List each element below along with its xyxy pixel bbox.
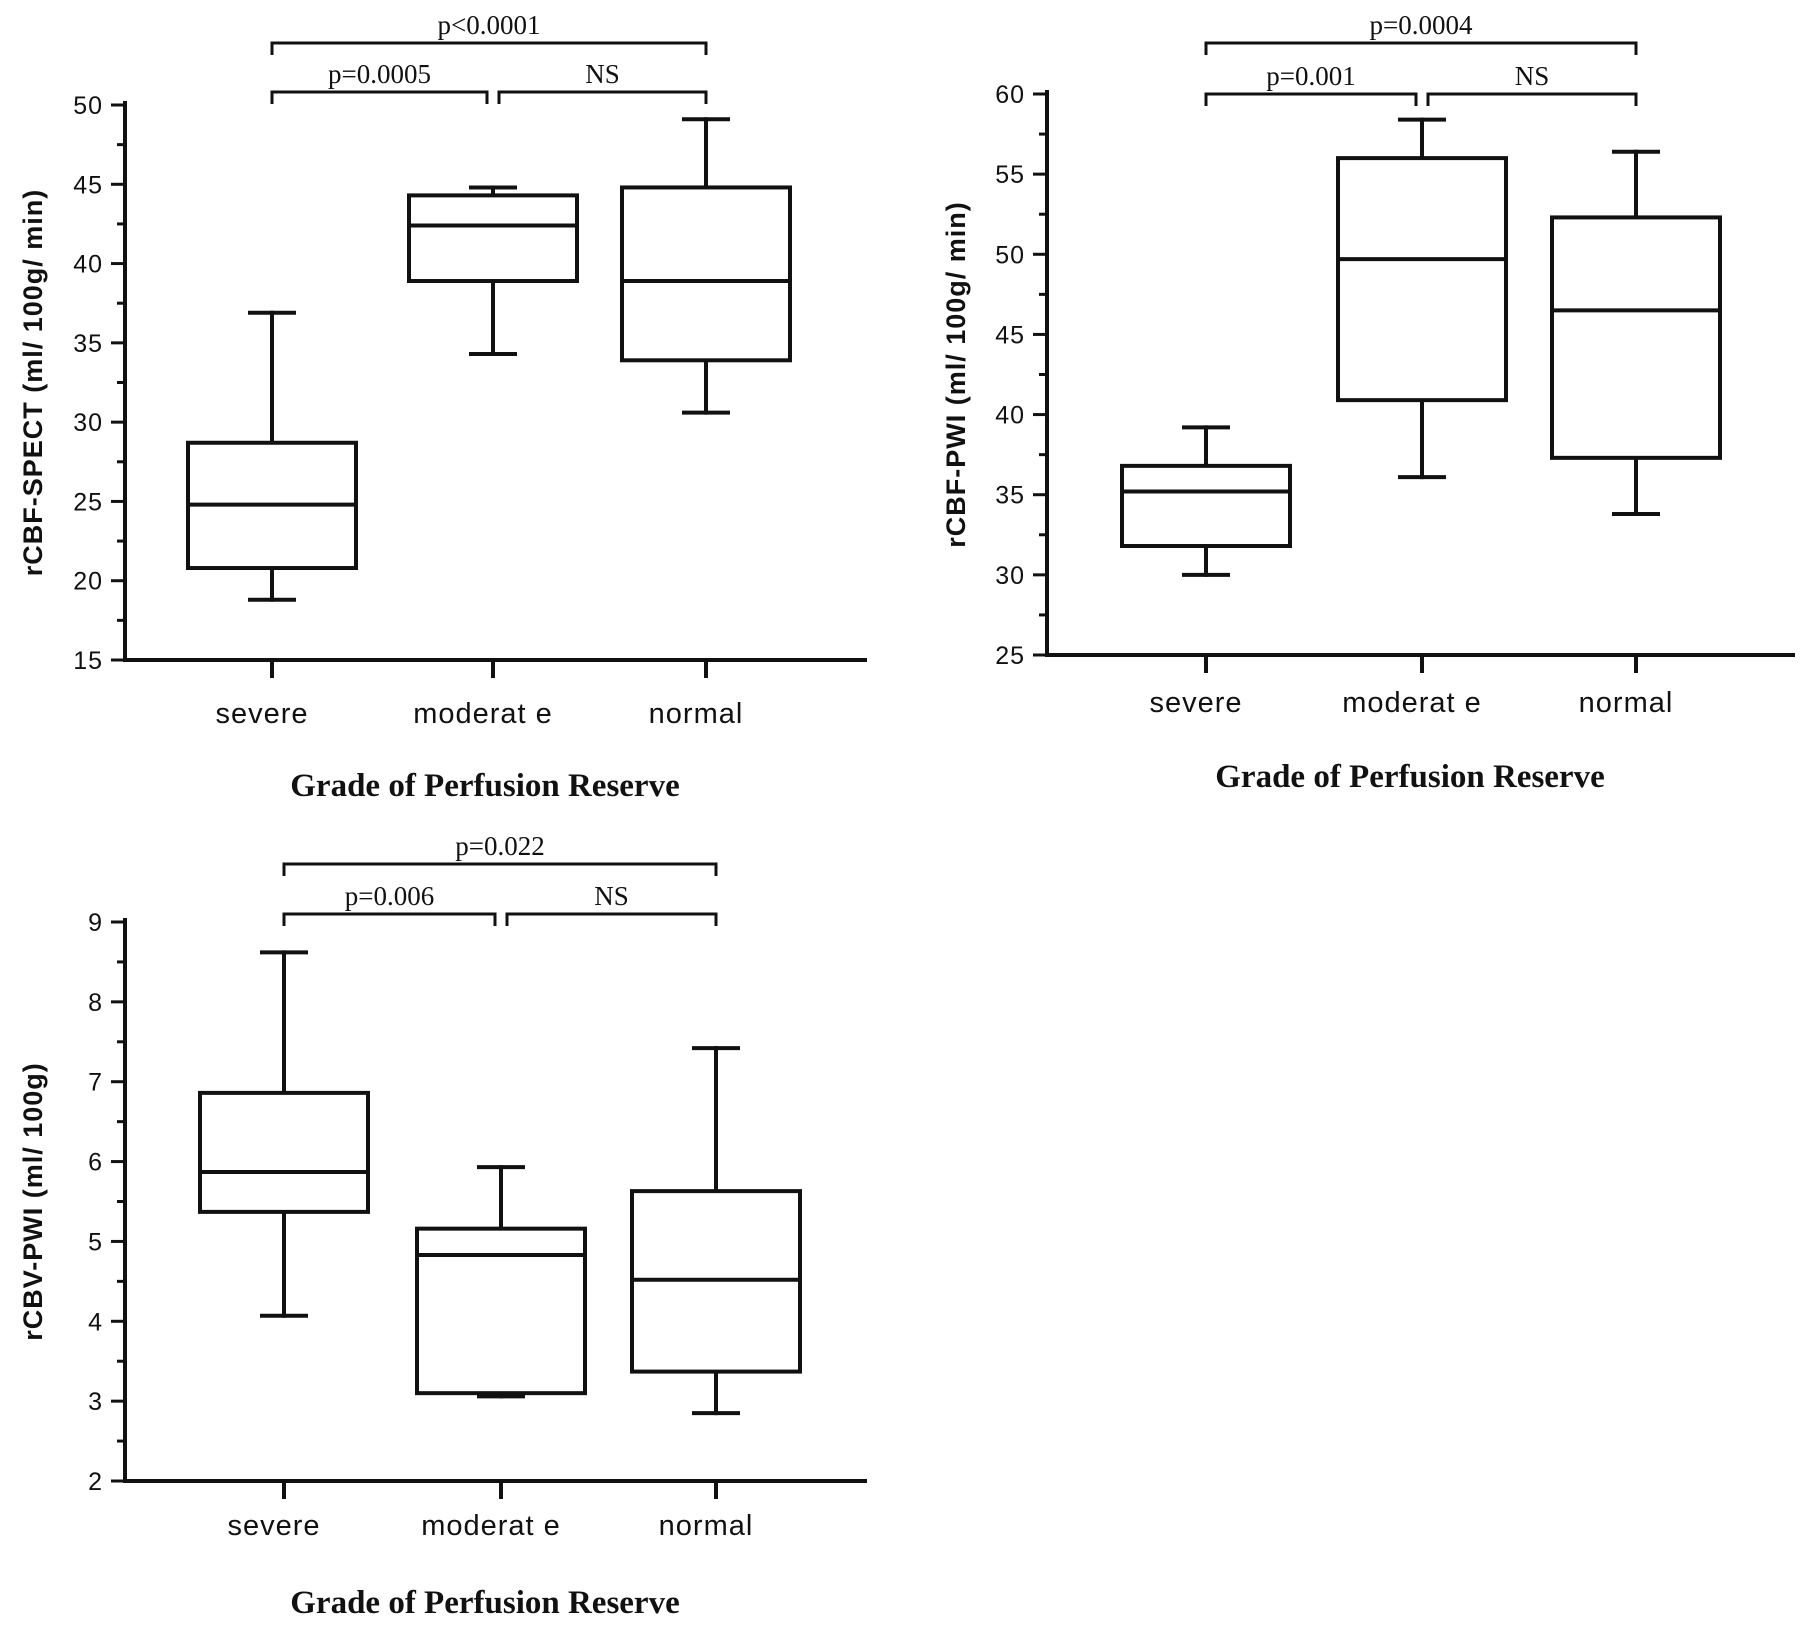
box-iqr	[620, 185, 792, 363]
significance-bracket	[505, 912, 718, 926]
chart-panel-rcbf-spect: 15 20 25 30 35 40 45 50 severe moderat e normal p=0…	[18, 10, 867, 804]
significance-label: NS	[585, 59, 620, 89]
x-tick-label: severe	[215, 698, 308, 730]
significance-bracket	[270, 41, 708, 55]
y-axis-title: rCBF-SPECT (ml/ 100g/ min)	[18, 189, 48, 577]
y-tick-label: 30	[995, 562, 1025, 590]
y-tick-label: 50	[73, 92, 103, 120]
significance-label: p=0.0005	[328, 59, 431, 89]
y-tick-label: 45	[995, 321, 1025, 349]
box-iqr	[198, 1090, 370, 1214]
significance-label: p=0.0004	[1370, 10, 1473, 40]
y-tick-label: 7	[88, 1069, 103, 1097]
chart-panel-rcbf-pwi: 25 30 35 40 45 50 55 60 severe moderat e normal p=0…	[941, 10, 1795, 795]
significance-bracket	[1204, 41, 1638, 55]
box-iqr	[1550, 215, 1722, 460]
x-axis-title: Grade of Perfusion Reserve	[1215, 759, 1604, 795]
significance-label: p=0.006	[345, 881, 434, 911]
y-tick-label: 6	[88, 1149, 103, 1177]
y-tick-label: 25	[73, 488, 103, 516]
x-tick-label: normal	[1579, 687, 1674, 719]
x-tick-label: moderat e	[1342, 687, 1482, 719]
significance-bracket	[282, 912, 497, 926]
y-tick-label: 20	[73, 568, 103, 596]
y-tick-label: 35	[995, 482, 1025, 510]
significance-bracket	[1204, 92, 1418, 106]
y-axis-title: rCBF-PWI (ml/ 100g/ min)	[941, 201, 971, 548]
x-axis-title: Grade of Perfusion Reserve	[290, 768, 679, 804]
chart-panel-rcbv-pwi: 2 3 4 5 6 7 8 9 severe moderat e normal p=0.006 NS p=…	[18, 831, 867, 1621]
x-tick-label: normal	[649, 698, 744, 730]
y-tick-label: 5	[88, 1228, 103, 1256]
significance-label: p<0.0001	[438, 10, 541, 40]
x-tick-label: severe	[227, 1510, 320, 1542]
y-tick-label: 40	[73, 251, 103, 279]
y-tick-label: 30	[73, 409, 103, 437]
y-tick-label: 2	[88, 1468, 103, 1496]
y-tick-label: 50	[995, 241, 1025, 269]
y-tick-label: 25	[995, 642, 1025, 670]
y-tick-label: 9	[88, 909, 103, 937]
x-tick-label: severe	[1149, 687, 1242, 719]
x-axis-title: Grade of Perfusion Reserve	[290, 1585, 679, 1621]
y-tick-label: 4	[88, 1308, 103, 1336]
y-tick-label: 45	[73, 171, 103, 199]
box-iqr	[1120, 463, 1292, 549]
y-tick-label: 60	[995, 81, 1025, 109]
x-tick-label: normal	[659, 1510, 754, 1542]
significance-label: NS	[1515, 61, 1550, 91]
significance-bracket	[497, 90, 708, 104]
y-tick-label: 8	[88, 989, 103, 1017]
y-tick-label: 55	[995, 161, 1025, 189]
significance-bracket	[282, 862, 718, 876]
significance-label: p=0.022	[455, 831, 544, 861]
significance-label: NS	[594, 881, 629, 911]
y-tick-label: 35	[73, 330, 103, 358]
y-axis-title: rCBV-PWI (ml/ 100g)	[18, 1062, 48, 1341]
significance-label: p=0.001	[1266, 61, 1355, 91]
significance-bracket	[1426, 92, 1638, 106]
y-tick-label: 15	[73, 647, 103, 675]
significance-bracket	[270, 90, 489, 104]
box-iqr	[1336, 156, 1508, 403]
y-tick-label: 3	[88, 1388, 103, 1416]
box-iqr	[407, 193, 579, 284]
y-tick-label: 40	[995, 402, 1025, 430]
x-tick-label: moderat e	[421, 1510, 561, 1542]
x-tick-label: moderat e	[413, 698, 553, 730]
